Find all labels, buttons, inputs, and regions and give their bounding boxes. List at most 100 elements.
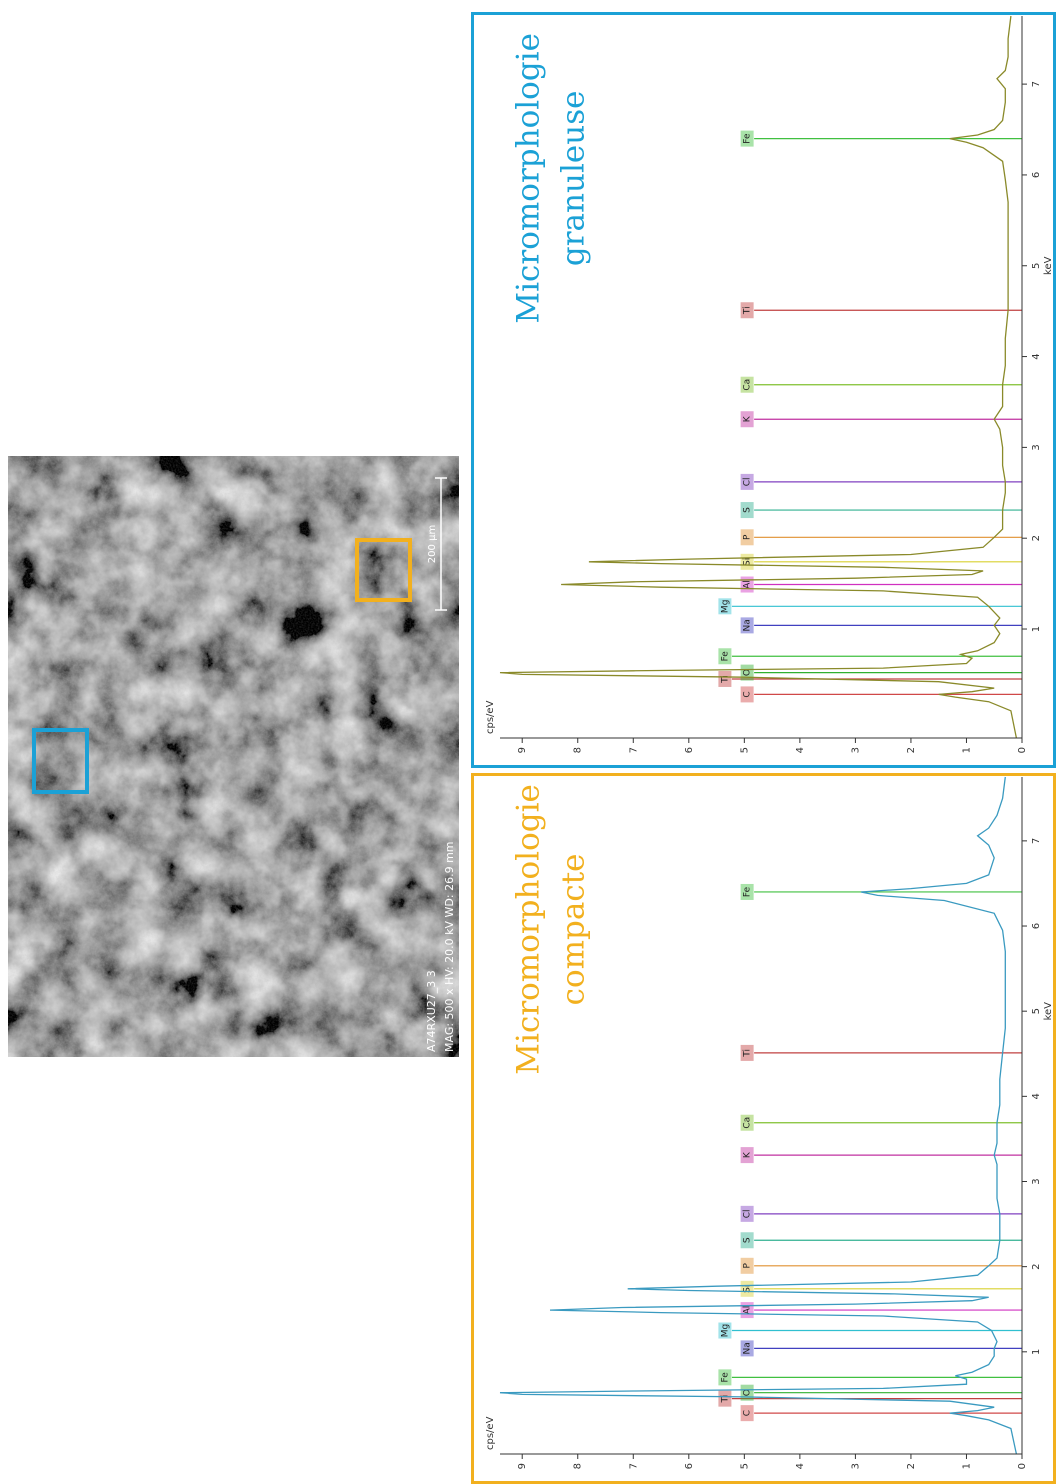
panel-subtitle: granuleuse: [556, 91, 592, 267]
element-label-box: [740, 617, 754, 634]
y-axis-label: cps/eV: [485, 700, 496, 734]
y-tick-label: 2: [906, 747, 917, 753]
y-tick-label: 5: [739, 747, 750, 753]
element-label: S: [743, 507, 753, 513]
element-label: K: [743, 1151, 753, 1158]
element-label-box: [740, 1205, 754, 1222]
element-label: Na: [743, 1342, 753, 1354]
panel-subtitle: compacte: [556, 853, 592, 1005]
x-axis-label: keV: [1043, 256, 1054, 275]
element-label: Mg: [720, 600, 730, 613]
element-label: Fe: [743, 133, 753, 144]
element-label-box: [740, 1232, 754, 1249]
y-tick-label: 1: [961, 1463, 972, 1469]
y-tick-label: 0: [1017, 747, 1028, 753]
y-axis-label: cps/eV: [485, 1416, 496, 1450]
element-label: Ti: [743, 306, 753, 315]
element-label: O: [743, 669, 753, 676]
x-tick-label: 1: [1031, 1349, 1042, 1355]
element-label-box: [718, 1322, 732, 1339]
element-label: Fe: [720, 651, 730, 662]
x-tick-label: 5: [1031, 263, 1042, 269]
y-tick-label: 8: [573, 747, 584, 753]
element-label-box: [740, 1257, 754, 1274]
element-label: Al: [743, 1306, 753, 1315]
element-label: C: [743, 691, 753, 697]
element-label: S: [743, 1237, 753, 1243]
element-label-box: [718, 1390, 732, 1407]
spectrum-chart: Micromorphologie compacte C Ti O Fe Na Mg Al Si P S…: [485, 776, 1054, 1469]
panel-border: [471, 12, 1056, 768]
element-label: K: [743, 415, 753, 422]
element-label: Si: [743, 1285, 753, 1293]
sample-name: A74RXU27_3 3: [425, 970, 438, 1052]
x-tick-label: 6: [1031, 172, 1042, 178]
panel-title: Micromorphologie: [511, 33, 547, 324]
y-tick-label: 1: [961, 747, 972, 753]
x-tick-label: 7: [1031, 81, 1042, 87]
sem-image: 200 µm A74RXU27_3 3 MAG: 500 x HV: 20.0 …: [8, 456, 459, 1057]
x-tick-label: 7: [1031, 838, 1042, 844]
element-label: Ca: [743, 379, 753, 391]
element-label-box: [718, 1369, 732, 1386]
x-axis-label: keV: [1043, 1002, 1054, 1021]
element-label-box: [740, 1147, 754, 1164]
element-label-box: [740, 502, 754, 519]
y-tick-label: 9: [517, 1463, 528, 1469]
element-label: Fe: [720, 1372, 730, 1383]
y-tick-label: 4: [795, 747, 806, 753]
spectrum-chart: Micromorphologie granuleuse C Ti O Fe Na Mg Al Si…: [485, 15, 1054, 753]
y-tick-label: 3: [850, 747, 861, 753]
panel-title: Micromorphologie: [511, 784, 547, 1075]
region-granuleuse: [32, 728, 89, 794]
element-label-box: [740, 1280, 754, 1297]
x-tick-label: 3: [1031, 1178, 1042, 1184]
x-tick-label: 3: [1031, 444, 1042, 450]
x-tick-label: 1: [1031, 626, 1042, 632]
region-compacte: [355, 538, 412, 602]
x-tick-label: 2: [1031, 535, 1042, 541]
element-label: Al: [743, 580, 753, 589]
element-label-box: [740, 376, 754, 393]
x-tick-label: 5: [1031, 1008, 1042, 1014]
y-tick-label: 6: [684, 747, 695, 753]
y-tick-label: 0: [1017, 1463, 1028, 1469]
x-tick-label: 2: [1031, 1263, 1042, 1269]
element-label-box: [740, 473, 754, 490]
element-label-box: [740, 1405, 754, 1422]
sem-grain: [8, 456, 459, 1057]
element-label: Ti: [720, 675, 730, 684]
element-label-box: [740, 411, 754, 428]
element-label-box: [740, 1044, 754, 1061]
element-label: P: [743, 1263, 753, 1269]
x-tick-label: 4: [1031, 353, 1042, 359]
element-label: Mg: [720, 1324, 730, 1337]
y-tick-label: 6: [684, 1463, 695, 1469]
element-label-box: [740, 883, 754, 900]
element-label-box: [740, 529, 754, 546]
element-label: Ti: [743, 1049, 753, 1058]
spectrum-line: [499, 15, 1018, 739]
element-label: P: [743, 534, 753, 540]
element-label-box: [718, 648, 732, 665]
element-label: Ca: [743, 1117, 753, 1129]
x-tick-label: 6: [1031, 923, 1042, 929]
element-label-box: [718, 670, 732, 687]
element-label-box: [740, 130, 754, 147]
panel-border: [471, 773, 1056, 1484]
y-tick-label: 7: [628, 1463, 639, 1469]
element-label-box: [740, 1340, 754, 1357]
element-label: Ti: [720, 1395, 730, 1404]
y-tick-label: 4: [795, 1463, 806, 1469]
spectrum-line: [499, 776, 1018, 1455]
element-label: Cl: [743, 477, 753, 486]
element-label-box: [740, 686, 754, 703]
y-tick-label: 5: [739, 1463, 750, 1469]
y-tick-label: 8: [573, 1463, 584, 1469]
acquisition-info: MAG: 500 x HV: 20.0 kV WD: 26.9 mm: [443, 842, 456, 1053]
y-tick-label: 3: [850, 1463, 861, 1469]
element-label-box: [740, 302, 754, 319]
element-label: C: [743, 1410, 753, 1416]
element-label: Si: [743, 558, 753, 566]
y-tick-label: 7: [628, 747, 639, 753]
